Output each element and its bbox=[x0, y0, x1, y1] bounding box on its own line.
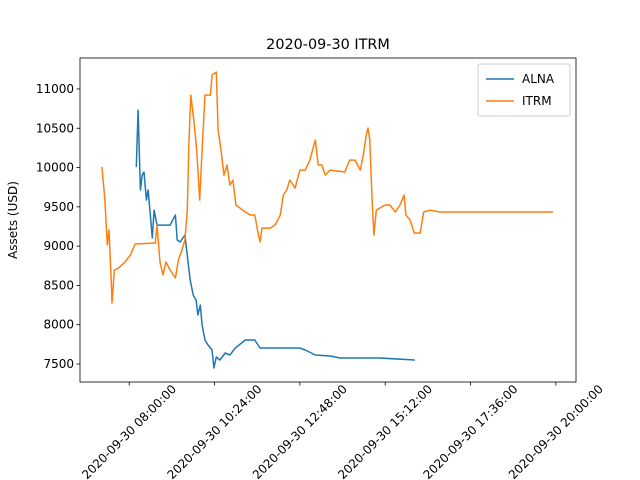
legend-box bbox=[477, 63, 571, 117]
x-tick-label: 2020-09-30 08:00:00 bbox=[79, 382, 179, 480]
line-series bbox=[135, 109, 415, 369]
y-tick-label: 11000 bbox=[36, 82, 74, 96]
y-tick-label: 7500 bbox=[43, 357, 74, 371]
x-tick-label: 2020-09-30 20:00:00 bbox=[506, 382, 606, 480]
legend-label: ITRM bbox=[522, 94, 552, 108]
x-tick-label: 2020-09-30 10:24:00 bbox=[165, 382, 265, 480]
y-tick-label: 9500 bbox=[43, 200, 74, 214]
line-series bbox=[101, 71, 553, 304]
y-tick-label: 10000 bbox=[36, 161, 74, 175]
x-tick-label: 2020-09-30 12:48:00 bbox=[250, 382, 350, 480]
y-axis-label: Assets (USD) bbox=[6, 181, 20, 259]
y-tick-label: 9000 bbox=[43, 239, 74, 253]
legend-label: ALNA bbox=[522, 72, 555, 86]
plot-frame bbox=[79, 57, 577, 383]
x-tick-label: 2020-09-30 15:12:00 bbox=[335, 382, 435, 480]
y-tick-label: 8000 bbox=[43, 318, 74, 332]
y-tick-label: 8500 bbox=[43, 278, 74, 292]
x-tick-label: 2020-09-30 17:36:00 bbox=[421, 382, 521, 480]
chart-title: 2020-09-30 ITRM bbox=[266, 37, 390, 53]
y-tick-label: 10500 bbox=[36, 121, 74, 135]
